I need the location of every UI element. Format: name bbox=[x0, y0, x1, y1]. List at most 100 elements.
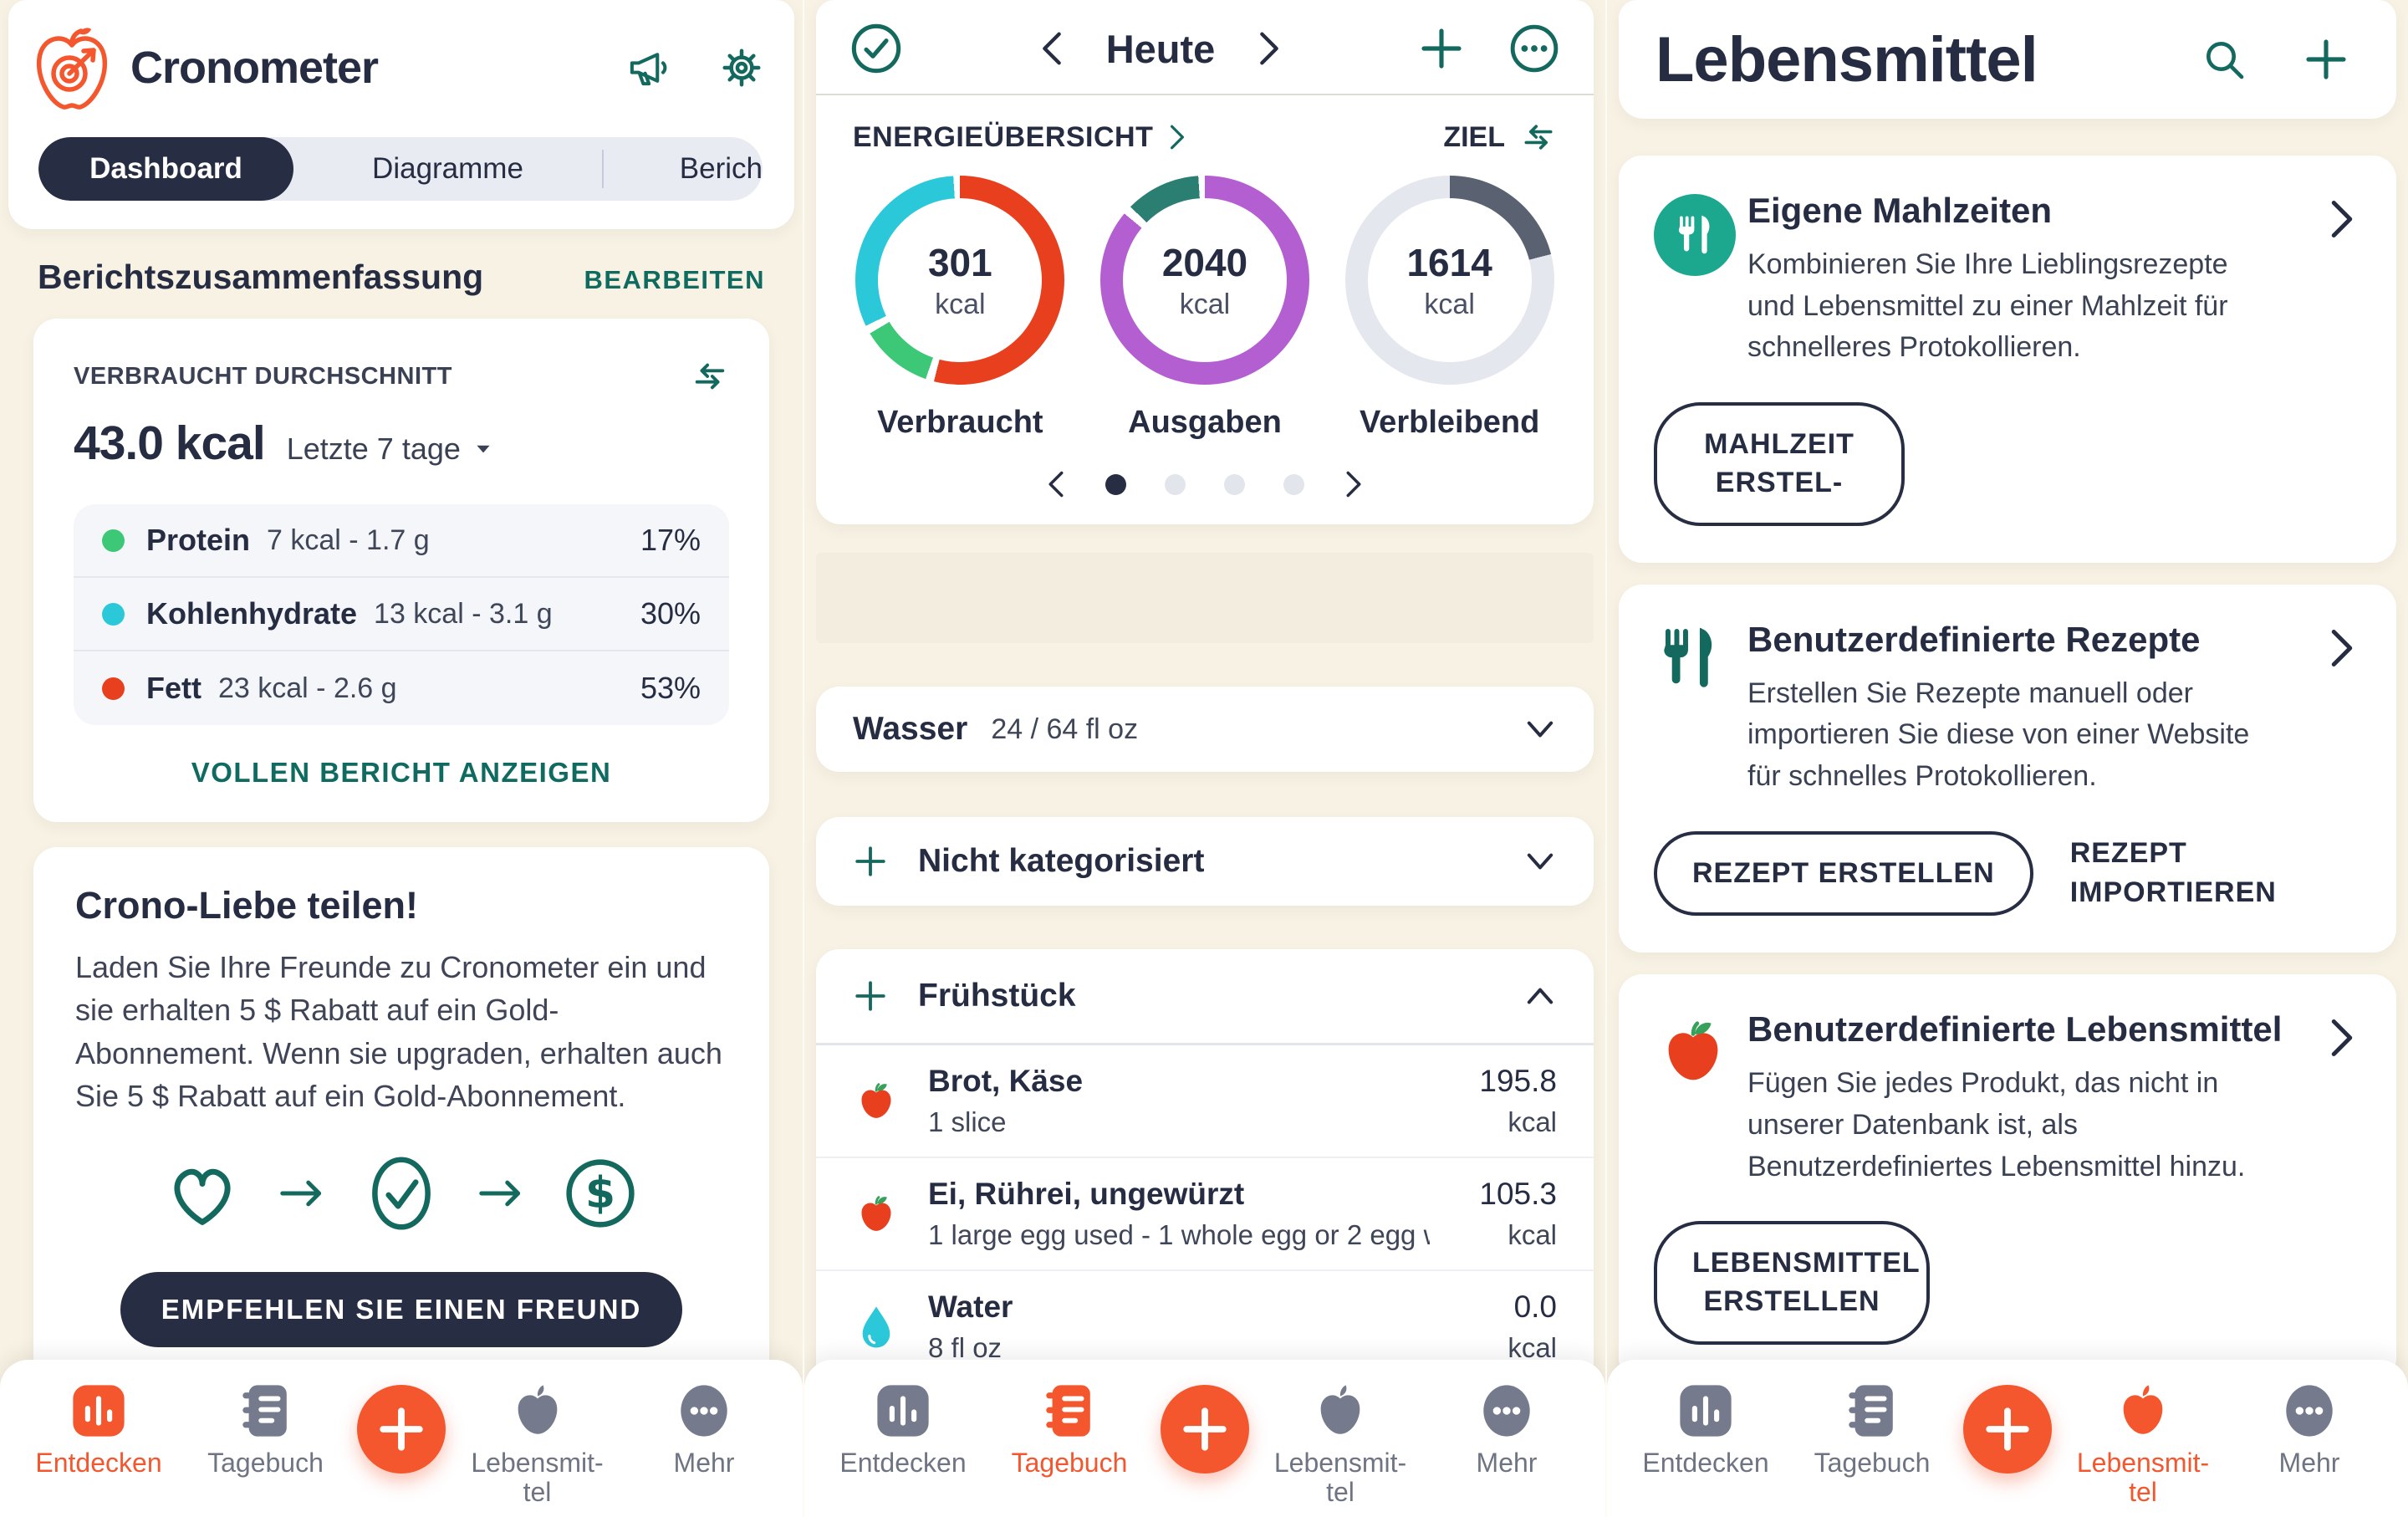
menu-dots-circle-icon[interactable] bbox=[1508, 23, 1560, 74]
plus-icon bbox=[1983, 1405, 2032, 1453]
chevron-right-icon bbox=[2326, 1016, 2358, 1060]
custom-foods-card[interactable]: Benutzerdefinierte Lebensmittel Fügen Si… bbox=[1619, 974, 2396, 1382]
report-summary-title: Berichtszusammenfassung bbox=[38, 258, 484, 296]
pager-prev-icon[interactable] bbox=[1045, 469, 1067, 499]
ring-burned[interactable]: 2040 kcal Ausgaben bbox=[1085, 176, 1324, 441]
add-icon[interactable] bbox=[2303, 36, 2349, 83]
nav-mehr[interactable]: Mehr bbox=[629, 1382, 779, 1478]
nav-tagebuch[interactable]: Tagebuch bbox=[1797, 1382, 1947, 1478]
nav-add-button[interactable] bbox=[1963, 1385, 2052, 1474]
nav-lebensmittel[interactable]: Lebensmit-tel bbox=[462, 1382, 613, 1507]
nav-mehr[interactable]: Mehr bbox=[2234, 1382, 2385, 1478]
tab-diagramme[interactable]: Diagramme bbox=[372, 152, 523, 185]
search-icon[interactable] bbox=[2201, 36, 2247, 83]
nav-entdecken[interactable]: Entdecken bbox=[1630, 1382, 1781, 1478]
protein-dot bbox=[102, 529, 125, 552]
discover-icon bbox=[1676, 1382, 1735, 1440]
apple-food-icon bbox=[1654, 1013, 1732, 1091]
bottom-nav: Entdecken Tagebuch Lebensmit-tel Mehr bbox=[1607, 1360, 2408, 1517]
next-day-icon[interactable] bbox=[1255, 29, 1283, 68]
chevron-right-icon bbox=[2326, 197, 2358, 241]
announcements-icon[interactable] bbox=[625, 45, 671, 90]
water-drop-icon bbox=[853, 1304, 900, 1351]
nav-mehr[interactable]: Mehr bbox=[1431, 1382, 1582, 1478]
dollar-circle-icon bbox=[562, 1153, 639, 1234]
custom-meals-card[interactable]: Eigene Mahlzeiten Kombinieren Sie Ihre L… bbox=[1619, 156, 2396, 563]
nav-tagebuch[interactable]: Tagebuch bbox=[191, 1382, 341, 1478]
macro-row-protein[interactable]: Protein 7 kcal - 1.7 g 17% bbox=[74, 504, 729, 578]
period-selector[interactable]: Letzte 7 tage bbox=[287, 432, 494, 467]
plus-icon bbox=[377, 1405, 426, 1453]
food-row-brot-kaese[interactable]: Brot, Käse 1 slice 195.8 kcal bbox=[816, 1045, 1594, 1158]
water-card[interactable]: Wasser 24 / 64 fl oz bbox=[816, 687, 1594, 772]
macro-row-carbs[interactable]: Kohlenhydrate 13 kcal - 3.1 g 30% bbox=[74, 578, 729, 651]
rings-pagination bbox=[816, 469, 1594, 499]
cronometer-logo-icon bbox=[32, 23, 112, 112]
energy-overview-link[interactable]: ENERGIEÜBERSICHT bbox=[853, 121, 1188, 154]
chevron-down-icon bbox=[1523, 850, 1557, 873]
carbs-dot bbox=[102, 602, 125, 626]
journal-icon bbox=[1040, 1382, 1099, 1440]
fat-dot bbox=[102, 677, 125, 700]
custom-recipes-card[interactable]: Benutzerdefinierte Rezepte Erstellen Sie… bbox=[1619, 584, 2396, 953]
settings-gear-icon[interactable] bbox=[719, 45, 764, 90]
meal-icon bbox=[1654, 194, 1736, 276]
breakfast-header[interactable]: Frühstück bbox=[816, 949, 1594, 1043]
tab-berichte[interactable]: Berich bbox=[679, 152, 763, 185]
nav-lebensmittel[interactable]: Lebensmit-tel bbox=[1265, 1382, 1416, 1507]
refer-friend-button[interactable]: EMPFEHLEN SIE EINEN FREUND bbox=[120, 1271, 682, 1347]
nav-entdecken[interactable]: Entdecken bbox=[828, 1382, 978, 1478]
tab-divider bbox=[602, 150, 604, 188]
create-recipe-button[interactable]: REZEPT ERSTELLEN bbox=[1654, 830, 2033, 917]
more-dots-icon bbox=[2280, 1382, 2339, 1440]
plus-icon bbox=[1181, 1405, 1229, 1453]
page-dot[interactable] bbox=[1224, 473, 1245, 495]
apple-food-icon bbox=[853, 1078, 900, 1125]
foods-header: Lebensmittel bbox=[1619, 0, 2396, 119]
report-summary-card: VERBRAUCHT DURCHSCHNITT 43.0 kcal Letzte… bbox=[33, 319, 769, 822]
nav-tagebuch[interactable]: Tagebuch bbox=[994, 1382, 1145, 1478]
referral-title: Crono-Liebe teilen! bbox=[75, 884, 419, 927]
arrow-right-icon bbox=[475, 1173, 527, 1213]
nav-add-button[interactable] bbox=[357, 1385, 446, 1474]
import-recipe-button[interactable]: REZEPT IMPORTIEREN bbox=[2069, 836, 2277, 909]
create-food-button[interactable]: LEBENSMITTEL ERSTELLEN bbox=[1654, 1221, 1930, 1346]
swap-icon bbox=[1520, 119, 1557, 156]
page-dot[interactable] bbox=[1283, 473, 1304, 495]
apple-icon bbox=[2114, 1382, 2172, 1440]
complete-day-icon[interactable] bbox=[849, 22, 903, 75]
nav-entdecken[interactable]: Entdecken bbox=[23, 1382, 174, 1478]
ring-consumed[interactable]: 301 kcal Verbraucht bbox=[840, 176, 1079, 441]
nav-lebensmittel[interactable]: Lebensmit-tel bbox=[2068, 1382, 2218, 1507]
add-food-icon[interactable] bbox=[853, 978, 888, 1014]
divider bbox=[816, 1043, 1594, 1045]
page-dot-active[interactable] bbox=[1105, 473, 1126, 495]
page-dot[interactable] bbox=[1165, 473, 1186, 495]
swap-metric-icon[interactable] bbox=[691, 357, 729, 396]
empty-section-placeholder bbox=[816, 553, 1594, 643]
uncategorized-section[interactable]: Nicht kategorisiert bbox=[816, 817, 1594, 906]
macro-row-fat[interactable]: Fett 23 kcal - 2.6 g 53% bbox=[74, 651, 729, 725]
consumed-average-value: 43.0 kcal bbox=[74, 416, 266, 470]
discover-icon bbox=[69, 1382, 128, 1440]
dashboard-screen: Cronometer Dashboard Diagramme Berich Be… bbox=[0, 0, 803, 1517]
bottom-nav: Entdecken Tagebuch Lebensmit-tel Mehr bbox=[0, 1360, 803, 1517]
previous-day-icon[interactable] bbox=[1038, 29, 1066, 68]
edit-link[interactable]: BEARBEITEN bbox=[584, 265, 765, 294]
food-row-ei-ruehrei[interactable]: Ei, Rührei, ungewürzt 1 large egg used -… bbox=[816, 1158, 1594, 1271]
nav-add-button[interactable] bbox=[1161, 1385, 1249, 1474]
add-food-icon[interactable] bbox=[853, 844, 888, 879]
goal-toggle[interactable]: ZIEL bbox=[1443, 119, 1557, 156]
date-label[interactable]: Heute bbox=[1105, 26, 1216, 71]
full-report-link[interactable]: VOLLEN BERICHT ANZEIGEN bbox=[191, 757, 612, 788]
ring-remaining[interactable]: 1614 kcal Verbleibend bbox=[1330, 176, 1569, 441]
chevron-right-icon bbox=[2326, 626, 2358, 670]
create-meal-button[interactable]: MAHLZEIT ERSTEL- bbox=[1654, 401, 1905, 526]
apple-icon bbox=[508, 1382, 567, 1440]
tab-dashboard[interactable]: Dashboard bbox=[38, 137, 293, 201]
metric-label: VERBRAUCHT DURCHSCHNITT bbox=[74, 362, 452, 390]
pager-next-icon[interactable] bbox=[1343, 469, 1365, 499]
chevron-down-icon bbox=[1523, 718, 1557, 741]
add-icon[interactable] bbox=[1418, 25, 1465, 72]
discover-icon bbox=[874, 1382, 932, 1440]
